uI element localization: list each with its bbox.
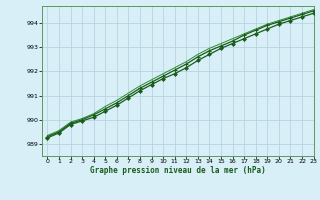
X-axis label: Graphe pression niveau de la mer (hPa): Graphe pression niveau de la mer (hPa) [90, 166, 266, 175]
